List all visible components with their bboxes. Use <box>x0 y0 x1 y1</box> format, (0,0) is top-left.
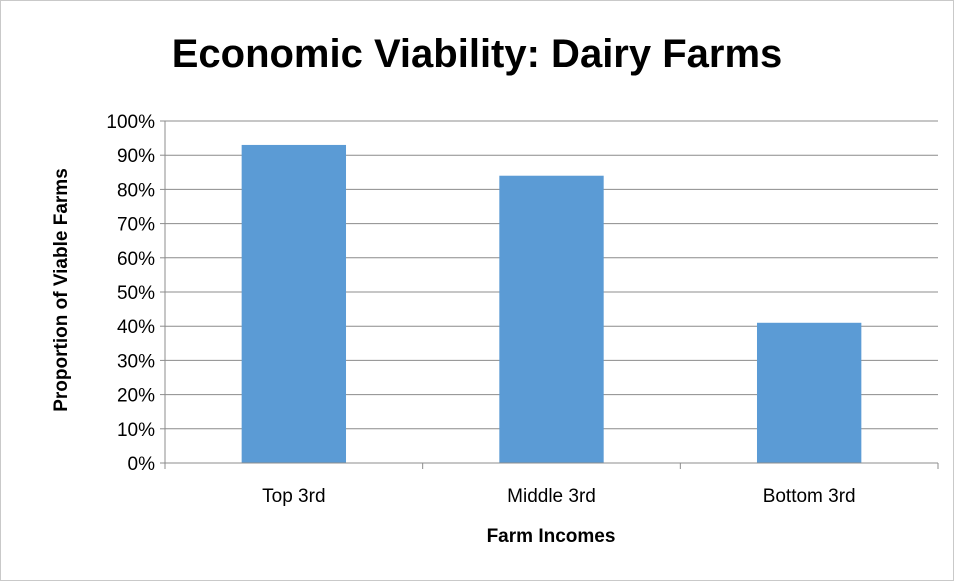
x-category-label: Middle 3rd <box>507 486 596 507</box>
x-category-labels: Top 3rd Middle 3rd Bottom 3rd <box>262 486 855 507</box>
bar <box>757 323 861 463</box>
x-axis-title: Farm Incomes <box>487 526 616 547</box>
y-axis-title: Proportion of Viable Farms <box>51 168 72 412</box>
y-tick-label: 100% <box>106 112 155 133</box>
bars <box>242 145 862 463</box>
x-category-label: Top 3rd <box>262 486 325 507</box>
y-tick-label: 50% <box>117 283 155 304</box>
x-category-label: Bottom 3rd <box>763 486 856 507</box>
bar <box>499 176 603 463</box>
y-tick-label: 30% <box>117 351 155 372</box>
y-tick-label: 90% <box>117 146 155 167</box>
y-tick-label: 40% <box>117 317 155 338</box>
y-tick-label: 0% <box>128 454 156 475</box>
y-tick-label: 80% <box>117 180 155 201</box>
y-tick-label: 60% <box>117 249 155 270</box>
y-tick-label: 20% <box>117 386 155 407</box>
y-tick-label: 70% <box>117 215 155 236</box>
y-tick-labels: 0% 10% 20% 30% 40% 50% 60% 70% 80% 90% 100% <box>106 112 155 475</box>
y-tick-label: 10% <box>117 420 155 441</box>
bar <box>242 145 346 463</box>
